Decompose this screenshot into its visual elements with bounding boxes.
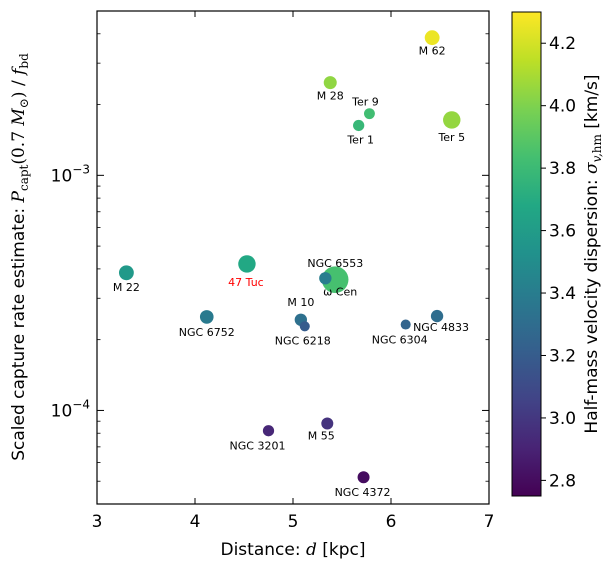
point-label: NGC 6304 bbox=[372, 334, 428, 347]
point-labels: M 62 M 28 Ter 9 Ter 1 Ter 5 47 Tuc M 22 ω Cen NG… bbox=[113, 45, 469, 500]
x-tick-label: 3 bbox=[92, 512, 103, 532]
point-label: NGC 4372 bbox=[335, 486, 391, 499]
colorbar-tick-label: 3.8 bbox=[549, 159, 576, 179]
point-ngc-4833 bbox=[430, 309, 444, 323]
point-label: NGC 4833 bbox=[413, 321, 469, 334]
point-m-28 bbox=[323, 76, 337, 90]
point-label: 47 Tuc bbox=[228, 276, 264, 289]
point-ngc-6752 bbox=[199, 310, 214, 324]
colorbar-tick-label: 4.2 bbox=[549, 34, 576, 54]
colorbar-gradient bbox=[511, 11, 542, 497]
x-tick-label: 6 bbox=[386, 512, 397, 532]
colorbar-tick-label: 3.4 bbox=[549, 284, 576, 304]
y-tick-label: 10−4 bbox=[51, 397, 90, 421]
colorbar-tick-label: 3.2 bbox=[549, 346, 576, 366]
point-label: NGC 3201 bbox=[230, 440, 286, 453]
point-ngc-4372 bbox=[357, 471, 370, 484]
x-tick-label: 7 bbox=[484, 512, 495, 532]
colorbar-tick-label: 3.0 bbox=[549, 409, 576, 429]
point-m-22 bbox=[118, 265, 134, 281]
point-ter-5 bbox=[443, 111, 461, 129]
point-ngc-3201 bbox=[262, 425, 275, 437]
colorbar-tick-label: 2.8 bbox=[549, 471, 576, 491]
x-tick-label: 4 bbox=[190, 512, 201, 532]
y-axis-label: Scaled capture rate estimate: Pcapt(0.7 … bbox=[9, 53, 31, 461]
point-ngc-6553 bbox=[319, 272, 332, 285]
point-ter-9 bbox=[364, 108, 375, 120]
x-tick-label: 5 bbox=[288, 512, 299, 532]
point-label: ω Cen bbox=[323, 286, 357, 299]
point-label: M 10 bbox=[287, 296, 314, 309]
colorbar-tick-label: 3.6 bbox=[549, 222, 576, 242]
point-label: NGC 6553 bbox=[307, 257, 363, 270]
y-tick-label: 10−3 bbox=[51, 162, 90, 186]
point-label: Ter 9 bbox=[351, 96, 379, 109]
colorbar: 2.8 3.0 3.2 3.4 3.6 3.8 4.0 4.2 Half-mass veloc… bbox=[511, 11, 604, 497]
point-ter-1 bbox=[353, 119, 365, 132]
point-label: NGC 6752 bbox=[179, 326, 235, 339]
point-label: Ter 1 bbox=[346, 133, 374, 146]
y-axis: 10−4 10−3 bbox=[51, 10, 489, 505]
point-m-55 bbox=[321, 417, 334, 430]
point-ngc-6218 bbox=[299, 321, 310, 332]
point-label: M 62 bbox=[419, 45, 446, 58]
point-label: M 55 bbox=[308, 429, 335, 442]
point-label: M 28 bbox=[317, 90, 344, 103]
point-47-tuc bbox=[238, 255, 256, 273]
point-label: M 22 bbox=[113, 281, 140, 294]
point-label: Ter 5 bbox=[437, 131, 465, 144]
point-label: NGC 6218 bbox=[275, 334, 331, 347]
point-m-62 bbox=[424, 30, 440, 46]
colorbar-label: Half-mass velocity dispersion: σv,hm [km… bbox=[582, 74, 604, 433]
x-axis: 3 4 5 6 7 bbox=[92, 11, 495, 532]
x-axis-label: Distance: d [kpc] bbox=[220, 540, 365, 560]
colorbar-ticks: 2.8 3.0 3.2 3.4 3.6 3.8 4.0 4.2 bbox=[541, 34, 576, 491]
colorbar-tick-label: 4.0 bbox=[549, 97, 576, 117]
point-ngc-6304 bbox=[400, 319, 411, 330]
scatter-points bbox=[118, 30, 461, 484]
